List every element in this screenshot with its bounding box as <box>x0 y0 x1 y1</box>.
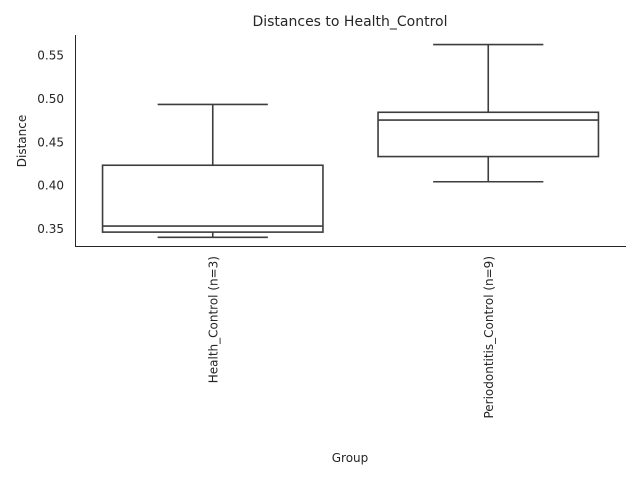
y-axis-label: Distance <box>15 115 29 167</box>
x-axis-label: Group <box>332 451 369 465</box>
y-tick-label: 0.50 <box>37 92 64 106</box>
box-series <box>101 43 600 239</box>
y-tick-label: 0.35 <box>37 222 64 236</box>
y-tick-label: 0.55 <box>37 48 64 62</box>
x-tick-label: Periodontitis_Control (n=9) <box>482 256 496 419</box>
chart-title: Distances to Health_Control <box>252 14 447 30</box>
y-tick-label: 0.45 <box>37 135 64 149</box>
box-iqr <box>101 164 324 233</box>
x-axis-ticks: Health_Control (n=3) Periodontitis_Contro… <box>206 256 496 419</box>
x-tick-label: Health_Control (n=3) <box>206 256 220 383</box>
box-iqr <box>377 111 600 158</box>
y-axis-ticks: 0.35 0.40 0.45 0.50 0.55 <box>37 48 64 236</box>
y-tick-label: 0.40 <box>37 179 64 193</box>
